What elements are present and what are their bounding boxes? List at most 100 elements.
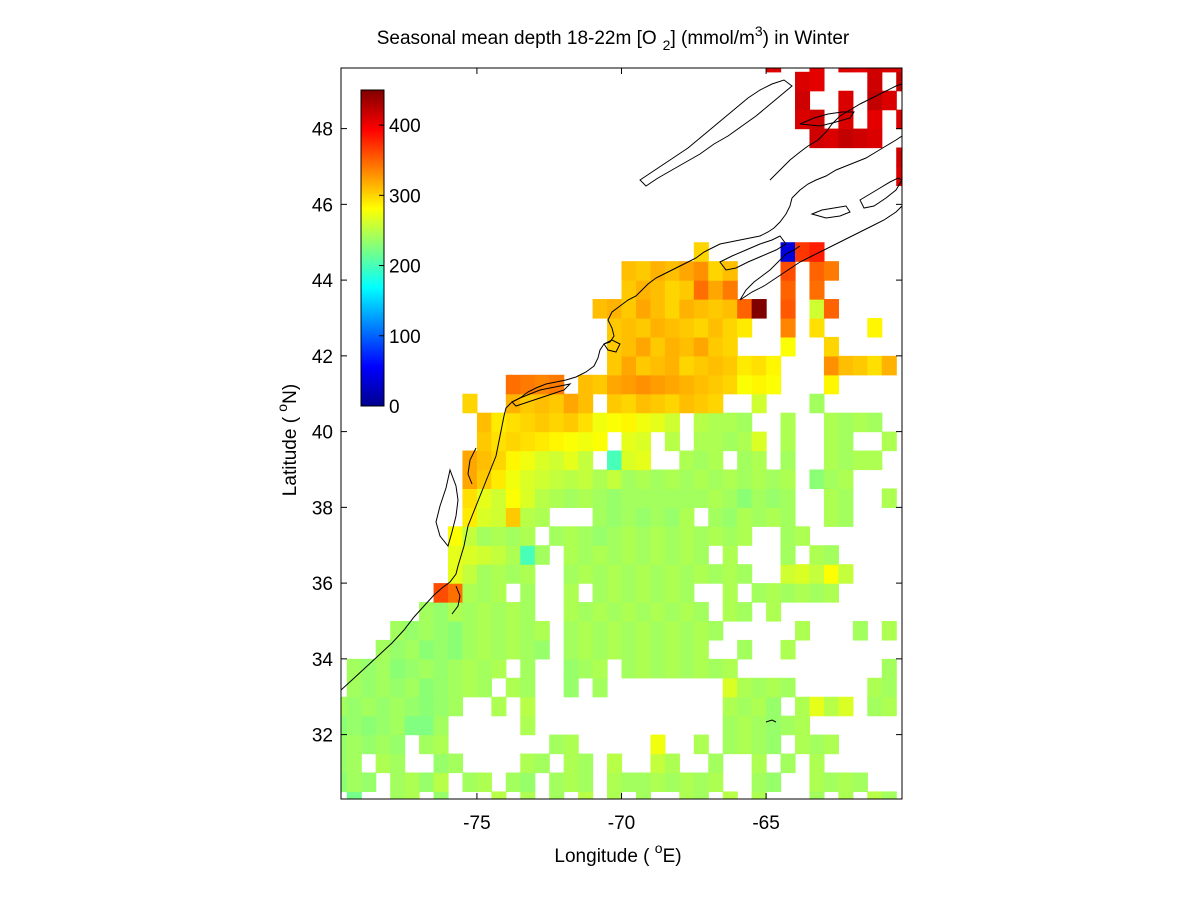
grid-cell (664, 507, 680, 527)
grid-cell (491, 488, 507, 508)
grid-cell (823, 583, 839, 603)
grid-cell (635, 450, 652, 471)
grid-cell (679, 488, 695, 508)
grid-cell (708, 658, 724, 679)
grid-cell (650, 280, 666, 300)
grid-cell (664, 545, 680, 565)
grid-cell (664, 620, 680, 641)
grid-cell (650, 393, 666, 414)
grid-cell (635, 564, 652, 584)
grid-cell (795, 564, 811, 584)
grid-cell (780, 242, 796, 262)
grid-cell (491, 583, 507, 603)
grid-cell (722, 355, 738, 376)
grid-cell (708, 753, 724, 774)
grid-cell (635, 336, 652, 357)
grid-cell (679, 336, 695, 357)
grid-cell (476, 620, 492, 641)
grid-cell (780, 469, 796, 490)
grid-cell (520, 507, 536, 527)
grid-cell (838, 355, 854, 376)
grid-cell (679, 317, 695, 338)
grid-cell (534, 507, 550, 527)
grid-cell (679, 280, 695, 300)
grid-cell (722, 336, 738, 357)
grid-cell (780, 317, 796, 338)
grid-cell (563, 545, 579, 565)
grid-cell (462, 620, 478, 641)
grid-cell (679, 791, 695, 799)
grid-cell (722, 412, 738, 433)
grid-cell (534, 374, 550, 395)
grid-cell (621, 412, 637, 433)
grid-cell (679, 564, 695, 584)
grid-cell (867, 71, 883, 92)
grid-cell (780, 753, 796, 774)
grid-cell (664, 526, 680, 546)
grid-cell (476, 564, 492, 584)
grid-cell (650, 602, 666, 622)
grid-cell (534, 393, 550, 414)
grid-cell (766, 677, 782, 698)
grid-cell (433, 753, 449, 774)
grid-cell (607, 564, 623, 584)
grid-cell (592, 639, 608, 660)
grid-cell (867, 450, 883, 471)
grid-cell (664, 772, 680, 793)
grid-cell (838, 696, 854, 717)
grid-cell (505, 488, 521, 508)
grid-cell (592, 374, 608, 395)
grid-cell (390, 715, 406, 736)
grid-cell (505, 374, 521, 395)
grid-cell (881, 677, 897, 698)
grid-cell (491, 507, 507, 527)
grid-cell (433, 620, 449, 641)
grid-cell (635, 431, 652, 452)
grid-cell (809, 696, 825, 717)
grid-cell (621, 620, 637, 641)
y-axis-ticks: 32 34 36 38 40 42 44 46 48 (312, 120, 902, 747)
grid-cell (592, 526, 608, 546)
grid-cell (419, 772, 435, 793)
grid-cell (621, 545, 637, 565)
grid-cell (650, 261, 666, 281)
grid-cell (607, 507, 623, 527)
grid-cell (462, 564, 478, 584)
grid-cell (823, 772, 839, 793)
grid-cell (650, 639, 666, 660)
grid-cell (867, 128, 883, 149)
grid-cell (491, 696, 507, 717)
grid-cell (404, 658, 420, 679)
grid-cell (751, 450, 767, 471)
grid-cell (361, 772, 377, 793)
grid-cell (823, 564, 839, 584)
grid-cell (766, 715, 782, 736)
grid-cell (491, 791, 507, 799)
grid-cell (708, 412, 724, 433)
grid-cell (664, 583, 680, 603)
grid-cell (881, 431, 897, 452)
grid-cell (722, 791, 738, 799)
grid-cell (838, 507, 854, 527)
grid-cell (635, 507, 652, 527)
grid-cell (563, 488, 579, 508)
grid-cell (404, 677, 420, 698)
grid-cell (563, 393, 579, 414)
grid-cell (708, 431, 724, 452)
grid-cell (650, 317, 666, 338)
grid-cell (549, 412, 565, 433)
grid-cell (621, 639, 637, 660)
grid-cell (722, 299, 738, 319)
grid-cell (563, 734, 579, 755)
grid-cell (664, 564, 680, 584)
grid-cell (635, 261, 652, 281)
grid-cell (809, 280, 825, 300)
coastline-gulf-st-lawrence (769, 83, 902, 199)
grid-cell (534, 412, 550, 433)
grid-cell (867, 677, 883, 698)
grid-cell (708, 280, 724, 300)
grid-cell (346, 658, 362, 679)
grid-cell (476, 507, 492, 527)
grid-cell (447, 639, 464, 660)
grid-cell (650, 734, 666, 755)
